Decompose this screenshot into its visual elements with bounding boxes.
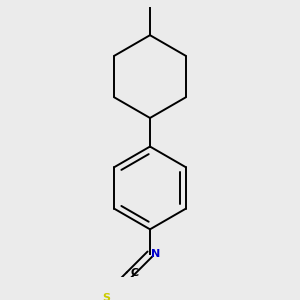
- Text: S: S: [102, 293, 110, 300]
- Text: N: N: [151, 249, 160, 259]
- Text: C: C: [130, 268, 139, 278]
